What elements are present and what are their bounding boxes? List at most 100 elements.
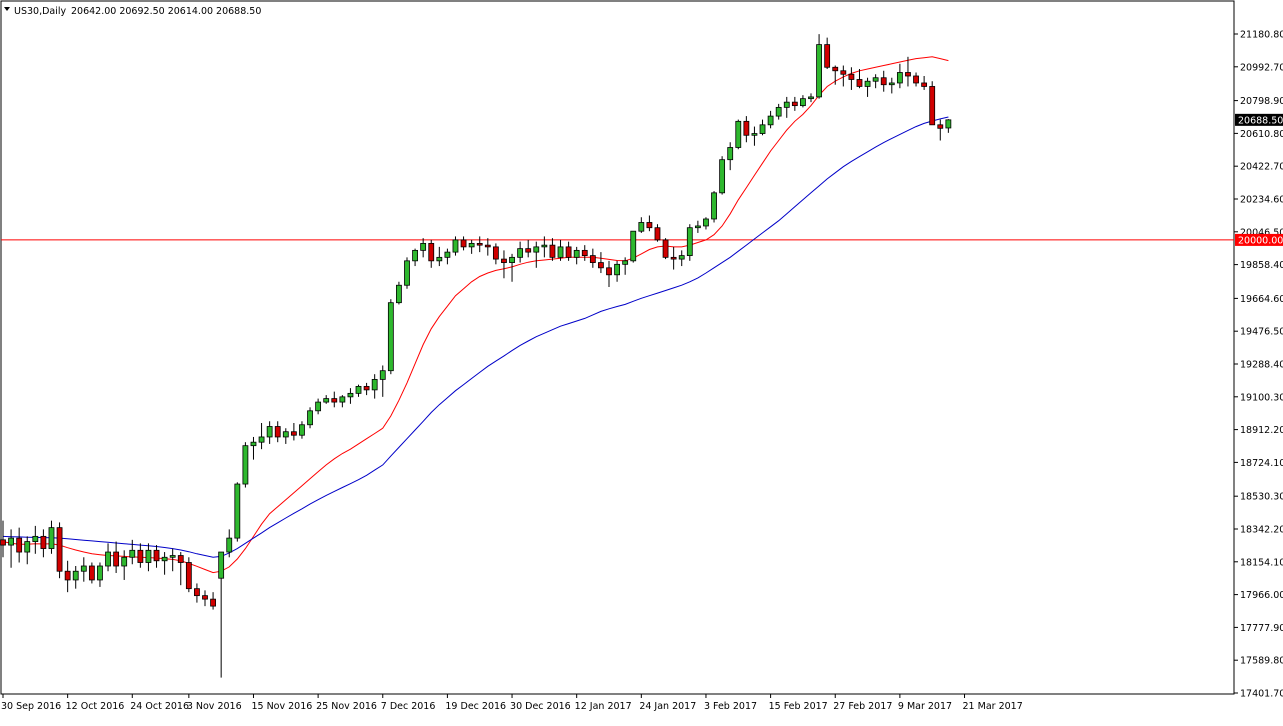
- candle-body: [565, 246, 572, 258]
- candle-body: [145, 549, 152, 563]
- candle: [719, 156, 726, 195]
- y-axis-tick-label: 19664.60: [1240, 294, 1283, 305]
- candle: [573, 246, 580, 265]
- candle-body: [40, 535, 47, 549]
- candle: [0, 520, 6, 558]
- candle: [202, 590, 208, 607]
- candle-body: [727, 147, 734, 161]
- x-axis-tick-label: 12 Jan 2017: [575, 701, 632, 712]
- candle: [40, 529, 47, 558]
- candle: [468, 239, 475, 254]
- candle: [856, 69, 863, 89]
- y-axis-tick-label: 20422.70: [1240, 162, 1283, 173]
- candle-body: [428, 242, 435, 262]
- candle-body: [137, 549, 144, 563]
- collapse-triangle-icon[interactable]: [4, 7, 10, 11]
- candle-body: [654, 227, 661, 241]
- candle: [783, 96, 790, 118]
- candle: [80, 557, 87, 582]
- candle: [242, 442, 249, 488]
- y-axis-tick-label: 18342.20: [1240, 524, 1283, 535]
- moving-average-slow-line: [2, 116, 949, 558]
- candle: [420, 238, 427, 258]
- candle-body: [630, 230, 637, 262]
- y-axis-tick-label: 19288.40: [1240, 359, 1283, 370]
- candle-body: [412, 249, 418, 262]
- candle: [872, 74, 879, 89]
- candle: [307, 407, 313, 429]
- candle-body: [816, 44, 822, 98]
- candle: [266, 421, 273, 444]
- candle-body: [767, 115, 774, 126]
- candle: [888, 77, 895, 94]
- y-axis-tick-label: 20992.70: [1240, 62, 1283, 73]
- candle-body: [226, 537, 233, 553]
- candle-body: [880, 77, 887, 86]
- candle: [791, 96, 798, 111]
- candle: [137, 543, 144, 568]
- candle: [387, 299, 394, 375]
- candle: [412, 248, 418, 267]
- candle-body: [832, 66, 839, 72]
- candle: [113, 541, 120, 573]
- candle: [905, 56, 911, 87]
- candle: [598, 252, 604, 274]
- candle: [105, 543, 111, 572]
- candle-body: [323, 398, 330, 403]
- candle-body: [929, 86, 936, 126]
- y-axis-tick-label: 20234.60: [1240, 194, 1283, 205]
- candle: [169, 548, 176, 572]
- candle-body: [113, 551, 120, 567]
- candle-body: [848, 73, 855, 80]
- y-axis-tick-label: 19100.30: [1240, 392, 1283, 403]
- candle-body: [105, 551, 111, 567]
- candle-body: [573, 249, 580, 258]
- x-axis-tick-label: 9 Mar 2017: [898, 701, 952, 712]
- candle-body: [307, 410, 313, 426]
- candle-body: [242, 445, 249, 485]
- candle-body: [896, 72, 903, 84]
- candle: [56, 522, 63, 579]
- candle: [404, 257, 410, 289]
- candle-body: [234, 483, 241, 539]
- candle: [864, 77, 871, 97]
- candle: [589, 248, 596, 268]
- candle-body: [250, 441, 257, 447]
- candle: [501, 250, 507, 279]
- x-axis-tick-label: 30 Sep 2016: [1, 701, 61, 712]
- candle: [767, 110, 774, 129]
- candle-body: [541, 244, 548, 248]
- candle: [32, 525, 39, 554]
- y-axis-tick-label: 17401.70: [1240, 689, 1283, 700]
- candle-body: [743, 120, 750, 136]
- candle-body: [872, 77, 879, 82]
- candle-body: [759, 124, 766, 134]
- current-price-tag: [1235, 113, 1283, 126]
- candle-body: [80, 565, 87, 572]
- level-price-tag-label: 20000.00: [1238, 235, 1283, 246]
- candle: [72, 565, 79, 589]
- y-axis-tick-label: 20610.80: [1240, 129, 1283, 140]
- x-axis-tick-label: 12 Oct 2016: [66, 701, 125, 712]
- candle: [686, 224, 693, 261]
- candle: [937, 119, 944, 141]
- candle-body: [581, 249, 588, 257]
- candle-body: [808, 96, 814, 100]
- candle: [250, 436, 257, 460]
- candle: [541, 236, 548, 258]
- candle: [234, 482, 241, 542]
- candle-body: [598, 262, 604, 269]
- candle: [557, 239, 564, 261]
- candle: [759, 119, 766, 136]
- candle-body: [913, 75, 919, 84]
- candle: [460, 236, 467, 251]
- candle-body: [436, 256, 443, 262]
- candle: [64, 560, 71, 593]
- candle-body: [210, 598, 216, 607]
- candle-body: [169, 555, 176, 558]
- y-axis-tick-label: 18912.20: [1240, 425, 1283, 436]
- y-axis-tick-label: 18530.30: [1240, 492, 1283, 503]
- candle: [654, 224, 661, 242]
